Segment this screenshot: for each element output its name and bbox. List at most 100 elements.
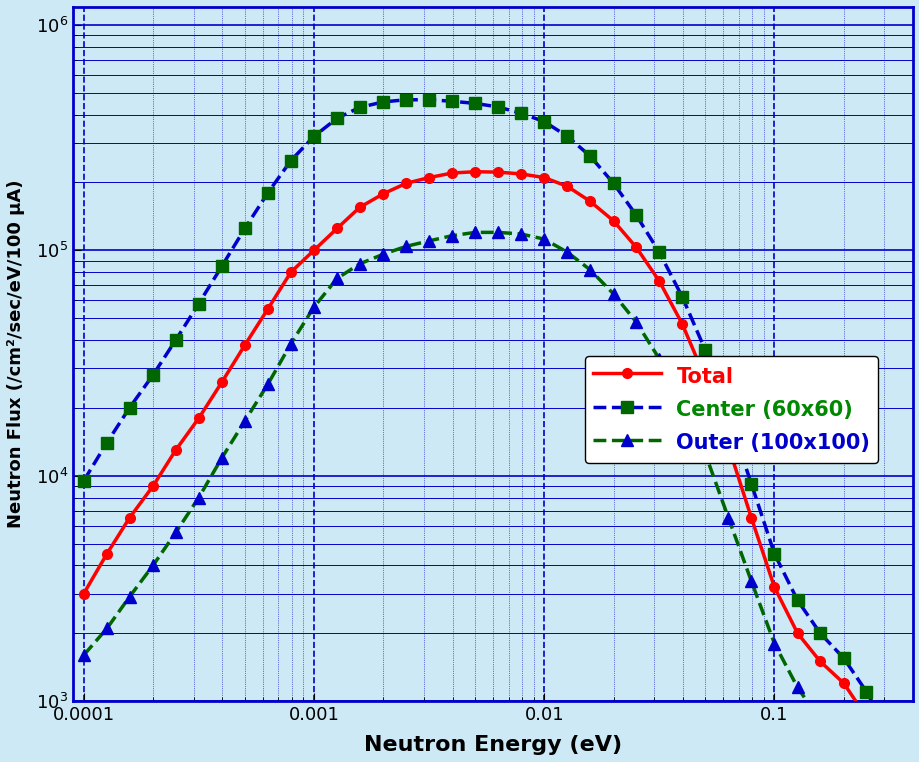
Outer (100x100): [515, 229, 526, 239]
Outer (100x100): [722, 514, 733, 523]
Outer (100x100): [630, 318, 641, 327]
Outer (100x100): [814, 716, 825, 725]
Outer (100x100): [285, 339, 296, 348]
Total: [493, 168, 504, 177]
Total: [378, 189, 389, 198]
Center (60x60): [814, 629, 825, 638]
Center (60x60): [562, 132, 573, 141]
Center (60x60): [630, 210, 641, 219]
Total: [285, 267, 296, 277]
Total: [469, 167, 480, 176]
Total: [722, 442, 733, 451]
Center (60x60): [308, 132, 319, 141]
Outer (100x100): [699, 450, 710, 459]
Center (60x60): [515, 109, 526, 118]
Line: Center (60x60): Center (60x60): [78, 94, 894, 739]
Total: [170, 446, 181, 455]
Center (60x60): [469, 99, 480, 108]
Center (60x60): [607, 179, 618, 188]
Total: [584, 197, 595, 206]
Center (60x60): [78, 476, 89, 485]
Outer (100x100): [584, 265, 595, 274]
Total: [101, 549, 112, 559]
Center (60x60): [147, 370, 158, 379]
Outer (100x100): [308, 303, 319, 312]
Total: [791, 629, 802, 638]
Total: [124, 514, 135, 523]
Outer (100x100): [423, 236, 434, 245]
Center (60x60): [101, 438, 112, 447]
Total: [837, 679, 848, 688]
Center (60x60): [768, 549, 779, 559]
Line: Total: Total: [79, 167, 893, 759]
Outer (100x100): [446, 231, 457, 240]
Total: [400, 179, 411, 188]
Center (60x60): [791, 596, 802, 605]
Center (60x60): [653, 248, 664, 257]
Center (60x60): [124, 403, 135, 412]
Outer (100x100): [147, 561, 158, 570]
X-axis label: Neutron Energy (eV): Neutron Energy (eV): [364, 735, 621, 755]
Total: [630, 243, 641, 252]
Center (60x60): [446, 97, 457, 106]
Total: [607, 216, 618, 226]
Outer (100x100): [653, 354, 664, 363]
Outer (100x100): [791, 683, 802, 692]
Outer (100x100): [78, 651, 89, 660]
Center (60x60): [883, 728, 894, 738]
Total: [539, 173, 550, 182]
Total: [676, 319, 687, 328]
Center (60x60): [193, 299, 204, 308]
Outer (100x100): [837, 741, 848, 751]
Outer (100x100): [262, 379, 273, 389]
Outer (100x100): [193, 493, 204, 502]
Total: [699, 374, 710, 383]
Legend: Total, Center (60x60), Outer (100x100): Total, Center (60x60), Outer (100x100): [584, 357, 877, 463]
Total: [331, 224, 342, 233]
Line: Outer (100x100): Outer (100x100): [78, 227, 894, 762]
Total: [515, 169, 526, 178]
Outer (100x100): [101, 624, 112, 633]
Y-axis label: Neutron Flux (/cm²/sec/eV/100 μA): Neutron Flux (/cm²/sec/eV/100 μA): [7, 180, 25, 528]
Total: [262, 304, 273, 313]
Total: [423, 173, 434, 182]
Outer (100x100): [745, 577, 756, 586]
Total: [354, 203, 365, 212]
Center (60x60): [745, 479, 756, 488]
Center (60x60): [493, 102, 504, 111]
Center (60x60): [539, 117, 550, 126]
Total: [768, 583, 779, 592]
Center (60x60): [378, 98, 389, 107]
Outer (100x100): [768, 639, 779, 648]
Total: [814, 657, 825, 666]
Outer (100x100): [493, 228, 504, 237]
Total: [147, 482, 158, 491]
Total: [193, 414, 204, 423]
Center (60x60): [400, 95, 411, 104]
Center (60x60): [216, 261, 227, 271]
Center (60x60): [262, 188, 273, 197]
Outer (100x100): [676, 399, 687, 408]
Center (60x60): [354, 103, 365, 112]
Total: [653, 277, 664, 286]
Total: [446, 168, 457, 178]
Total: [883, 750, 894, 759]
Total: [860, 712, 871, 722]
Outer (100x100): [331, 274, 342, 283]
Outer (100x100): [170, 528, 181, 537]
Total: [239, 341, 250, 350]
Center (60x60): [423, 95, 434, 104]
Total: [78, 589, 89, 598]
Total: [745, 514, 756, 523]
Outer (100x100): [607, 290, 618, 299]
Outer (100x100): [539, 235, 550, 244]
Total: [562, 182, 573, 191]
Center (60x60): [239, 224, 250, 233]
Center (60x60): [170, 335, 181, 344]
Center (60x60): [699, 346, 710, 355]
Center (60x60): [285, 156, 296, 165]
Outer (100x100): [354, 259, 365, 268]
Outer (100x100): [124, 592, 135, 601]
Outer (100x100): [400, 242, 411, 251]
Center (60x60): [676, 293, 687, 302]
